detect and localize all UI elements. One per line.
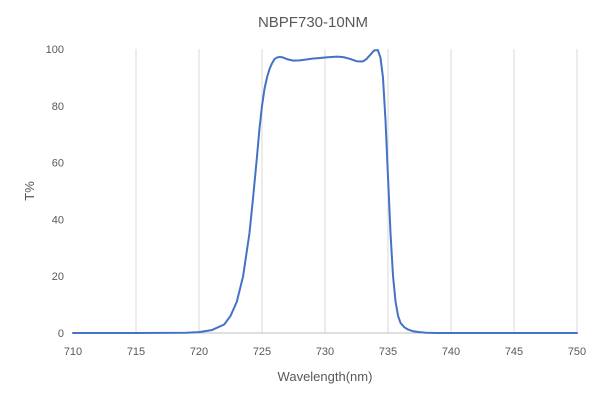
y-axis-label: T%	[22, 181, 37, 201]
x-tick-label: 710	[64, 346, 82, 358]
y-tick-label: 0	[58, 328, 64, 340]
x-tick-label: 750	[568, 346, 586, 358]
x-tick-labels: 710 715 720 725 730 735 740 745 750	[64, 346, 586, 358]
x-tick-label: 715	[127, 346, 145, 358]
grid-lines	[135, 49, 578, 333]
transmission-curve	[72, 49, 578, 334]
y-tick-label: 40	[52, 214, 64, 226]
chart-title: NBPF730-10NM	[258, 14, 368, 31]
x-tick-label: 720	[190, 346, 208, 358]
x-tick-label: 745	[505, 346, 523, 358]
y-tick-label: 60	[52, 158, 64, 170]
x-tick-label: 725	[253, 346, 271, 358]
x-tick-label: 735	[379, 346, 397, 358]
x-tick-label: 730	[316, 346, 334, 358]
y-tick-labels: 0 20 40 60 80 100	[46, 44, 64, 340]
y-tick-label: 80	[52, 101, 64, 113]
x-axis-label: Wavelength(nm)	[278, 369, 373, 384]
y-tick-label: 100	[46, 44, 64, 56]
x-tick-label: 740	[442, 346, 460, 358]
y-tick-label: 20	[52, 271, 64, 283]
